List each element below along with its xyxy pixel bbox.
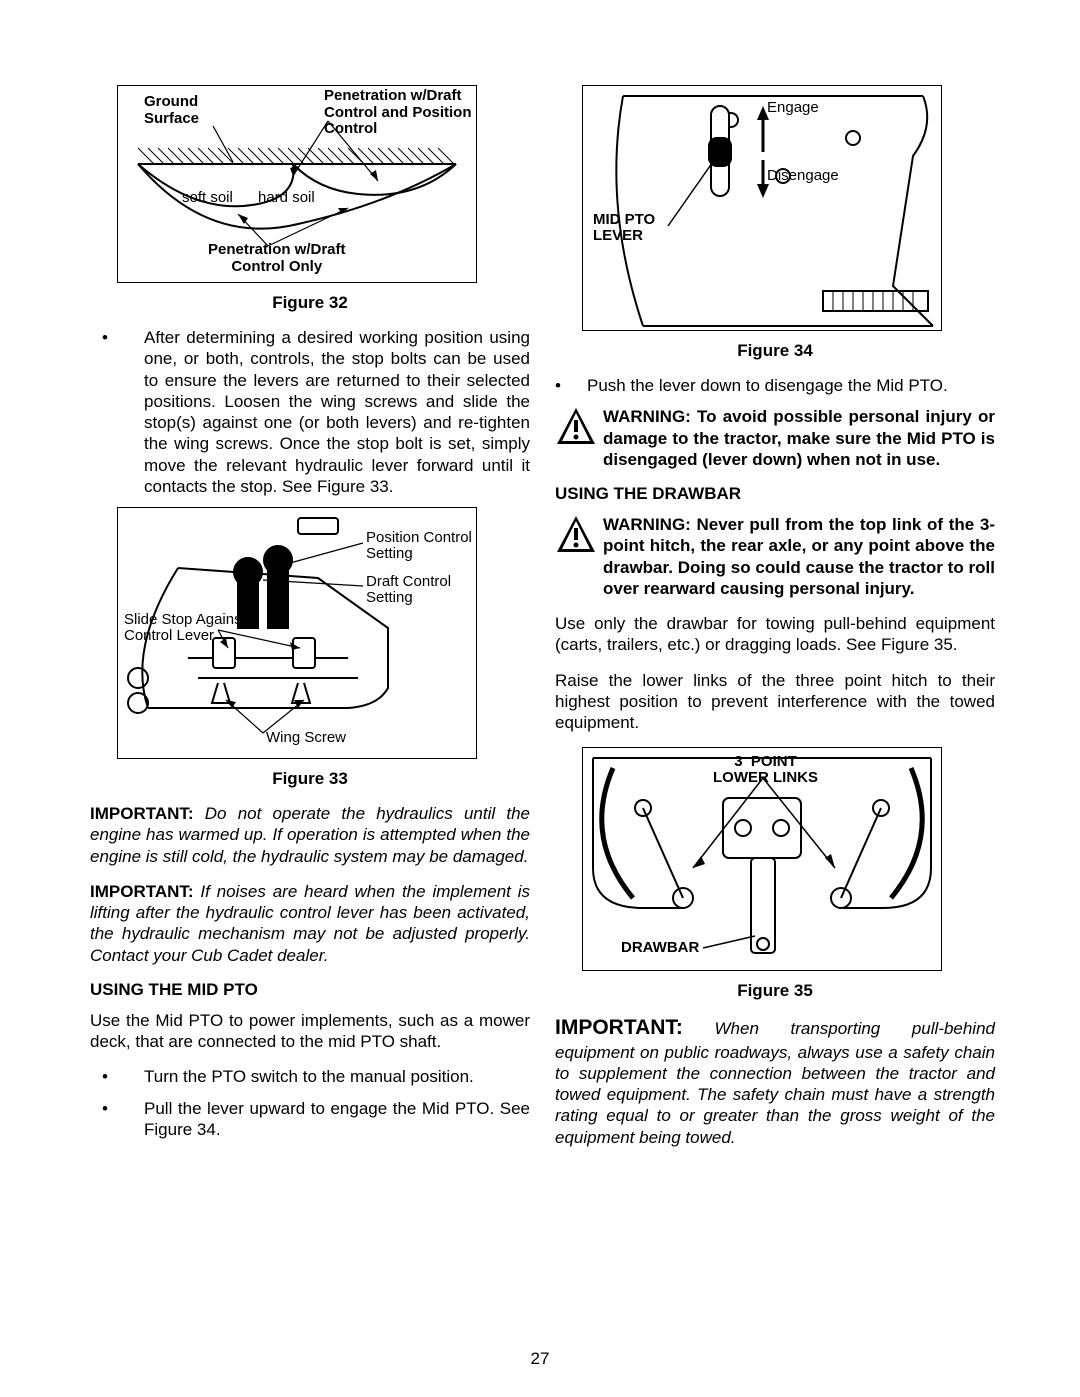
figure-34-caption: Figure 34 [555, 341, 995, 361]
mid-pto-intro: Use the Mid PTO to power implements, suc… [90, 1010, 530, 1053]
label-wing-screw: Wing Screw [266, 730, 346, 746]
label-pen-bottom: Penetration w/Draft Control Only [208, 242, 346, 275]
warning-mid-pto-disengaged: WARNING: To avoid possible personal inju… [555, 406, 995, 470]
important-hydraulics-noise: IMPORTANT: If noises are heard when the … [90, 881, 530, 966]
important-hydraulics-warmup: IMPORTANT: Do not operate the hydraulics… [90, 803, 530, 867]
page-number: 27 [0, 1349, 1080, 1369]
figure-35: 3 POINT LOWER LINKS DRAWBAR [582, 747, 942, 971]
bullet-pto-pull-lever: • Pull the lever upward to engage the Mi… [90, 1098, 530, 1141]
heading-mid-pto: USING THE MID PTO [90, 980, 530, 1000]
bullet-pto-switch: • Turn the PTO switch to the manual posi… [90, 1066, 530, 1087]
figure-34: Engage Disengage MID PTO LEVER [582, 85, 942, 331]
label-ground-surface: Ground Surface [144, 94, 199, 127]
label-pen-top: Penetration w/Draft Control and Position… [324, 88, 472, 138]
label-3-point-lower-links: 3 POINT LOWER LINKS [713, 754, 818, 786]
label-slide-stop: Slide Stop Against Control Lever [124, 612, 246, 644]
figure-32: Ground Surface Penetration w/Draft Contr… [117, 85, 477, 283]
important-transport-chain: IMPORTANT: When transporting pull-behind… [555, 1015, 995, 1148]
figure-33-caption: Figure 33 [90, 769, 530, 789]
drawbar-p2: Raise the lower links of the three point… [555, 670, 995, 734]
figure-33: Position Control Setting Draft Control S… [117, 507, 477, 759]
bullet-stop-bolts: • After determining a desired working po… [90, 327, 530, 497]
figure-35-caption: Figure 35 [555, 981, 995, 1001]
figure-32-caption: Figure 32 [90, 293, 530, 313]
label-engage: Engage [767, 100, 819, 116]
label-draft-control: Draft Control Setting [366, 574, 451, 606]
bullet-push-lever-down: • Push the lever down to disengage the M… [535, 375, 995, 396]
warning-drawbar-pull: WARNING: Never pull from the top link of… [555, 514, 995, 599]
label-disengage: Disengage [767, 168, 839, 184]
label-drawbar: DRAWBAR [621, 940, 699, 956]
label-soft-soil: soft soil [182, 190, 233, 207]
label-mid-pto-lever: MID PTO LEVER [593, 212, 655, 244]
label-hard-soil: hard soil [258, 190, 315, 207]
drawbar-p1: Use only the drawbar for towing pull-beh… [555, 613, 995, 656]
warning-icon [555, 406, 597, 448]
heading-drawbar: USING THE DRAWBAR [555, 484, 995, 504]
label-position-control: Position Control Setting [366, 530, 472, 562]
warning-icon [555, 514, 597, 556]
